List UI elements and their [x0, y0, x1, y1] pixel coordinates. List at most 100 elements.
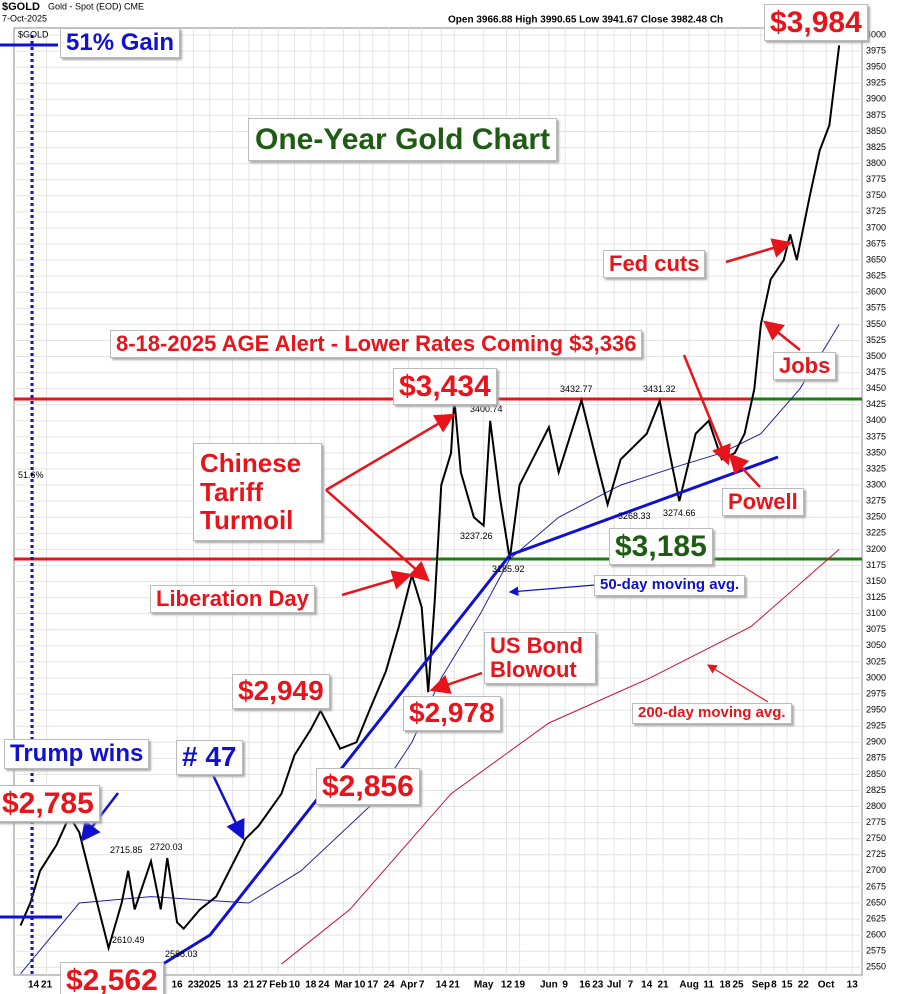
x-tick-label: 8: [771, 980, 777, 991]
annotation: # 47: [176, 740, 243, 775]
x-tick-label: 18: [719, 980, 731, 991]
arrows: [80, 584, 596, 842]
annotation: $2,949: [232, 674, 330, 709]
y-tick-label: 3800: [866, 158, 886, 168]
y-tick-label: 3000: [866, 672, 886, 682]
x-tick-label: 16: [579, 980, 591, 991]
annotation: US Bond Blowout: [484, 632, 596, 685]
y-tick-label: 3975: [866, 46, 886, 56]
annotation: $2,856: [316, 768, 420, 805]
y-tick-label: 3575: [866, 303, 886, 313]
x-tick-label: 23: [188, 980, 200, 991]
y-tick-label: 2800: [866, 801, 886, 811]
x-tick-label: Apr: [400, 980, 417, 991]
annotation: $3,984: [764, 4, 868, 41]
x-tick-label: 14: [641, 980, 653, 991]
x-tick-label: 9: [562, 980, 568, 991]
y-tick-label: 3200: [866, 544, 886, 554]
y-tick-label: 2725: [866, 849, 886, 859]
overlays: [0, 35, 801, 977]
point-label: 3274.66: [663, 508, 696, 518]
point-label: 3237.26: [460, 531, 493, 541]
y-tick-label: 2925: [866, 721, 886, 731]
x-tick-label: Feb: [269, 980, 287, 991]
x-tick-label: 7: [419, 980, 425, 991]
y-tick-label: 3375: [866, 431, 886, 441]
annotation: Powell: [722, 488, 804, 517]
x-tick-label: 21: [41, 980, 53, 991]
annotation: 50-day moving avg.: [594, 575, 746, 596]
y-tick-label: 2775: [866, 817, 886, 827]
x-tick-label: Oct: [818, 980, 835, 991]
point-label: 3400.74: [470, 404, 503, 414]
x-tick-label: Jul: [607, 980, 622, 991]
y-tick-label: 2950: [866, 704, 886, 714]
y-tick-label: 3175: [866, 560, 886, 570]
trend-line: [144, 455, 779, 977]
x-tick-label: 14: [28, 980, 40, 991]
y-tick-label: 3750: [866, 190, 886, 200]
y-tick-label: 3225: [866, 528, 886, 538]
y-tick-label: 3675: [866, 238, 886, 248]
x-tick-label: 25: [732, 980, 744, 991]
y-tick-label: 2975: [866, 688, 886, 698]
y-tick-label: 3725: [866, 206, 886, 216]
x-tick-label: Aug: [679, 980, 698, 991]
y-tick-label: 2650: [866, 897, 886, 907]
y-tick-label: 3125: [866, 592, 886, 602]
annotation: 200-day moving avg.: [632, 703, 792, 724]
y-tick-label: 3925: [866, 78, 886, 88]
x-tick-label: 2025: [199, 980, 222, 991]
y-tick-label: 3550: [866, 319, 886, 329]
point-label: 3268.33: [618, 511, 651, 521]
y-tick-label: 3625: [866, 271, 886, 281]
y-tick-label: 3875: [866, 110, 886, 120]
x-tick-label: 16: [172, 980, 184, 991]
annotation: Chinese Tariff Turmoil: [193, 443, 322, 541]
y-tick-label: 3450: [866, 383, 886, 393]
point-label: 3185.92: [492, 564, 525, 574]
y-tick-label: 3300: [866, 479, 886, 489]
y-tick-label: 3100: [866, 608, 886, 618]
y-tick-label: 2575: [866, 946, 886, 956]
y-tick-label: 2625: [866, 913, 886, 923]
x-tick-label: Sep: [752, 980, 770, 991]
x-tick-label: 19: [514, 980, 526, 991]
annotation: Trump wins: [4, 739, 150, 770]
annotation: $2,785: [0, 785, 100, 822]
annotation: $2,978: [403, 696, 501, 731]
annotation: $3,434: [393, 368, 497, 405]
x-tick-label: 13: [227, 980, 239, 991]
y-tick-label: 3250: [866, 512, 886, 522]
y-tick-label: 4000: [866, 29, 886, 39]
point-label: 2588.03: [165, 949, 198, 959]
annotation: $2,562: [60, 962, 164, 994]
point-label: 2720.03: [150, 842, 183, 852]
y-tick-label: 3950: [866, 62, 886, 72]
annotation: $3,185: [609, 528, 713, 565]
y-tick-label: 3350: [866, 447, 886, 457]
x-tick-label: 22: [798, 980, 810, 991]
x-tick-label: 7: [628, 980, 634, 991]
y-tick-label: 3475: [866, 367, 886, 377]
y-tick-label: 3500: [866, 351, 886, 361]
y-tick-label: 3525: [866, 335, 886, 345]
y-tick-label: 3150: [866, 576, 886, 586]
ohlc: Open 3966.88 High 3990.65 Low 3941.67 Cl…: [448, 15, 723, 26]
annotation: 8-18-2025 AGE Alert - Lower Rates Coming…: [110, 330, 643, 359]
legend: $GOLD: [18, 29, 49, 39]
x-tick-label: 27: [256, 980, 268, 991]
y-tick-label: 2750: [866, 833, 886, 843]
annotation: Jobs: [773, 352, 837, 381]
point-label: 3432.77: [560, 384, 593, 394]
y-tick-label: 3900: [866, 94, 886, 104]
y-tick-label: 3825: [866, 142, 886, 152]
y-tick-label: 2600: [866, 930, 886, 940]
y-tick-label: 3650: [866, 254, 886, 264]
y-tick-label: 2850: [866, 769, 886, 779]
y-tick-label: 3850: [866, 126, 886, 136]
x-tick-label: 23: [592, 980, 604, 991]
x-tick-label: 13: [847, 980, 859, 991]
